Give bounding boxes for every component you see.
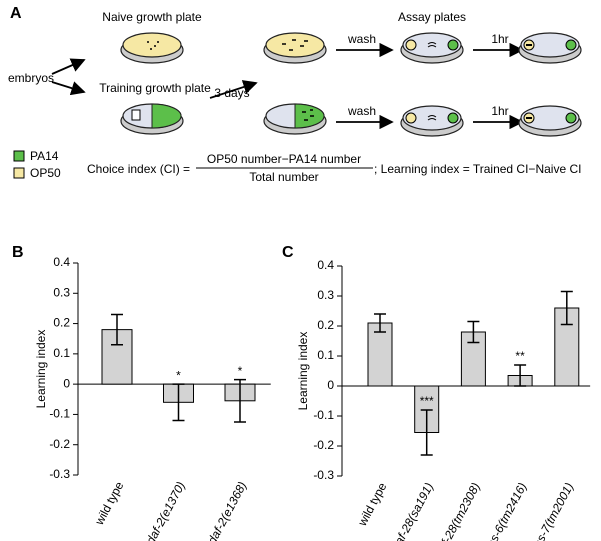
y-tick-label: 0.4 [53, 255, 70, 269]
x-tick-label: daf-2(e1368) [205, 479, 250, 541]
significance: *** [420, 394, 434, 408]
plate [120, 103, 184, 135]
y-tick-label: 0.3 [317, 288, 334, 302]
legend-swatch [13, 150, 25, 162]
y-axis-label: Learning index [34, 330, 48, 409]
arrow [51, 81, 86, 96]
error-bar [514, 364, 527, 387]
legend-label: OP50 [30, 166, 61, 180]
x-tick-label: daf-28(tm2308) [432, 480, 483, 541]
y-tick-label: 0.2 [53, 316, 70, 330]
error-bar [234, 378, 246, 423]
x-tick-label: daf-2(e1370) [143, 479, 188, 541]
x-tick-label: ins-7(tm2001) [529, 480, 576, 541]
y-tick-label: 0 [327, 378, 334, 392]
y-axis-label: Learning index [296, 332, 310, 411]
label: embryos [8, 71, 54, 85]
y-tick-label: 0.3 [53, 285, 70, 299]
error-bar [172, 383, 185, 422]
arrow [209, 80, 258, 99]
label: 1hr [491, 32, 508, 46]
x-tick-label: wild type [92, 479, 127, 528]
label: Assay plates [398, 10, 466, 24]
panel-label: A [10, 5, 22, 22]
y-tick-label: -0.1 [313, 408, 334, 422]
legend-label: PA14 [30, 149, 59, 163]
y-tick-label: 0.1 [317, 348, 334, 362]
error-bar [467, 320, 480, 344]
error-bar [374, 313, 386, 333]
error-bar [420, 409, 433, 456]
plate [400, 32, 464, 64]
y-tick-label: -0.3 [313, 468, 334, 482]
panel-a: A Naive growth plate embryos Training gr… [8, 5, 582, 184]
plate [400, 105, 464, 137]
error-bar [560, 290, 573, 326]
label: wash [347, 104, 376, 118]
formula: Total number [249, 170, 318, 184]
significance: * [176, 368, 181, 382]
plate [518, 105, 582, 137]
y-tick-label: -0.1 [49, 407, 70, 421]
bar [367, 322, 393, 387]
y-tick-label: 0 [63, 376, 70, 390]
legend-swatch [13, 167, 25, 179]
label: wash [347, 32, 376, 46]
x-tick-label: ins-6(tm2416) [482, 480, 529, 541]
x-tick-label: wild type [355, 480, 390, 529]
label: 3 days [214, 86, 249, 100]
error-bar [111, 313, 123, 346]
plate [518, 32, 582, 64]
y-tick-label: -0.3 [49, 467, 70, 481]
formula: OP50 number−PA14 number [207, 152, 361, 166]
formula: Choice index (CI) = [87, 162, 190, 176]
y-tick-label: -0.2 [313, 438, 334, 452]
label: 1hr [491, 104, 508, 118]
significance: * [238, 364, 243, 378]
label: Training growth plate [99, 81, 211, 95]
x-tick-label: daf-28(sa191) [389, 480, 436, 541]
label: Naive growth plate [102, 10, 202, 24]
y-tick-label: -0.2 [49, 437, 70, 451]
y-tick-label: 0.1 [53, 346, 70, 360]
panel-label: B [12, 244, 24, 261]
arrow [51, 58, 86, 75]
y-tick-label: 0.4 [317, 258, 334, 272]
plate [263, 32, 327, 64]
panel-label: C [282, 244, 294, 261]
y-tick-label: 0.2 [317, 318, 334, 332]
plate [120, 32, 184, 64]
significance: ** [515, 349, 525, 363]
plate [263, 103, 327, 135]
formula: ; Learning index = Trained CI−Naive CI [374, 162, 581, 176]
